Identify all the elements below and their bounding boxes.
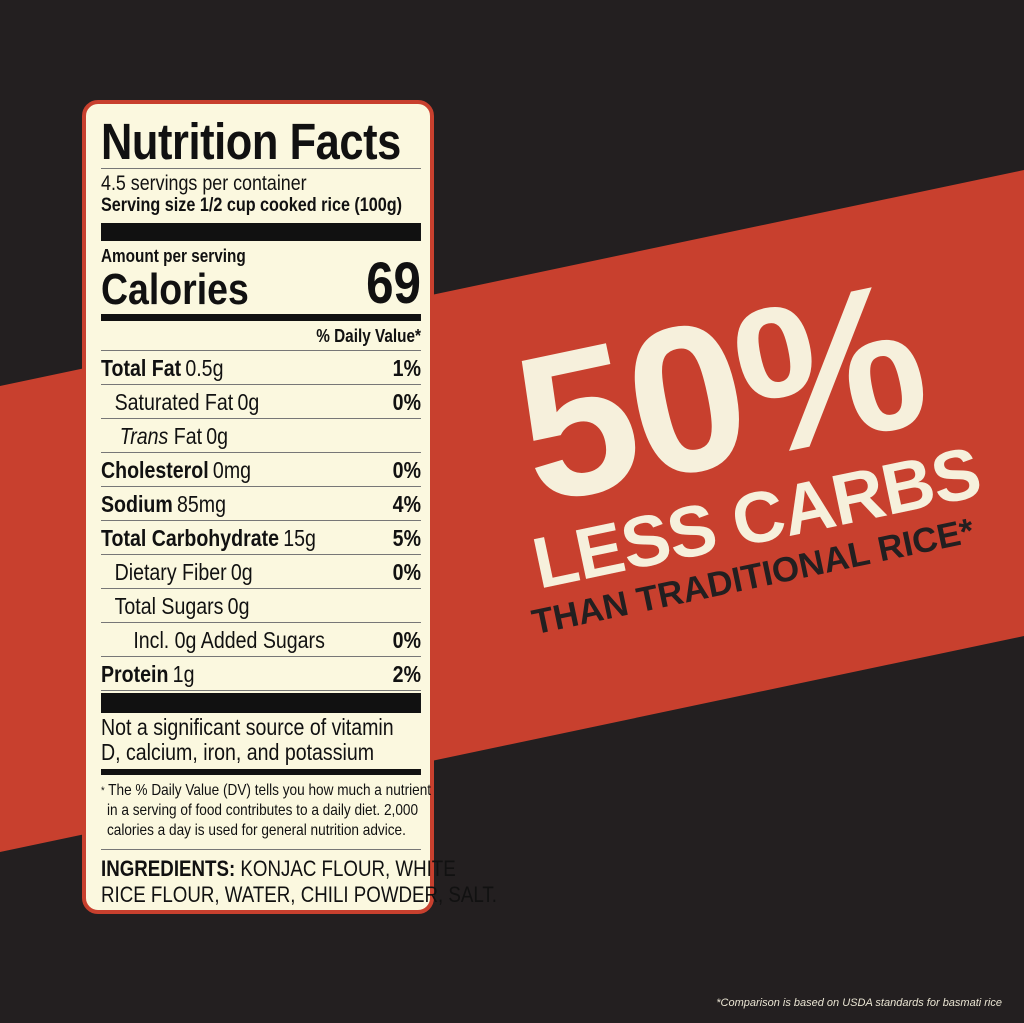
nutrient-row: Incl. 0g Added Sugars 0% (101, 623, 421, 657)
nutrient-label: Incl. 0g Added Sugars (133, 627, 329, 653)
vitamin-note-line-1: Not a significant source of vitamin (101, 714, 394, 740)
medium-divider (101, 769, 421, 775)
nutrient-label: Total Sugars 0g (115, 593, 250, 619)
nutrient-daily-value: 0% (392, 627, 421, 653)
ingredients-text-1: KONJAC FLOUR, WHITE (240, 856, 456, 881)
nutrient-name: Total Carbohydrate (101, 525, 279, 551)
nutrient-amount: 0.5g (185, 355, 224, 381)
divider (101, 168, 421, 169)
nutrient-label: Total Carbohydrate 15g (101, 525, 316, 551)
footnote-line-3: calories a day is used for general nutri… (106, 822, 406, 839)
amount-per-serving: Amount per serving (101, 246, 246, 266)
nutrient-label: Saturated Fat 0g (115, 389, 260, 415)
label-title: Nutrition Facts (101, 113, 401, 170)
comparison-disclaimer: *Comparison is based on USDA standards f… (716, 997, 1002, 1009)
medium-divider (101, 314, 421, 321)
thick-divider (101, 693, 421, 713)
nutrient-name: Protein (101, 661, 169, 687)
nutrient-name: Cholesterol (101, 457, 209, 483)
footnote-star: * (101, 785, 105, 797)
nutrient-amount: 0g (237, 389, 260, 415)
nutrient-label: Trans Fat 0g (120, 423, 228, 449)
nutrient-row: Cholesterol 0mg 0% (101, 453, 421, 487)
ingredients-line-1: INGREDIENTS: KONJAC FLOUR, WHITE (101, 856, 456, 882)
nutrient-amount: 0mg (212, 457, 252, 483)
nutrient-daily-value: 1% (392, 355, 421, 381)
footnote: * The % Daily Value (DV) tells you how m… (101, 781, 431, 801)
nutrient-daily-value: 2% (392, 661, 421, 687)
nutrient-label: Total Fat 0.5g (101, 355, 223, 381)
nutrient-name: Fat (168, 423, 203, 449)
nutrient-name: Dietary Fiber (114, 559, 227, 585)
nutrient-daily-value: 0% (392, 559, 421, 585)
daily-value-header: % Daily Value* (316, 326, 421, 346)
nutrient-daily-value: 0% (392, 457, 421, 483)
footnote-line-2: in a serving of food contributes to a da… (106, 802, 419, 819)
nutrient-name: Incl. 0g Added Sugars (133, 627, 325, 653)
vitamin-note-line-2: D, calcium, iron, and potassium (101, 739, 375, 765)
nutrient-row: Trans Fat 0g (101, 419, 421, 453)
nutrient-row: Saturated Fat 0g 0% (101, 385, 421, 419)
nutrient-daily-value: 0% (392, 389, 421, 415)
nutrient-label: Dietary Fiber 0g (115, 559, 253, 585)
ingredients-line-2: RICE FLOUR, WATER, CHILI POWDER, SALT. (101, 882, 497, 907)
nutrient-daily-value: 5% (392, 525, 421, 551)
nutrient-amount: 0g (230, 559, 253, 585)
divider (101, 849, 421, 850)
nutrient-amount: 0g (227, 593, 250, 619)
ingredients-label: INGREDIENTS: (101, 856, 236, 881)
calories-label: Calories (101, 265, 249, 314)
nutrient-row: Total Sugars 0g (101, 589, 421, 623)
divider (101, 350, 421, 351)
footnote-line-1: The % Daily Value (DV) tells you how muc… (108, 782, 432, 799)
calories-value: 69 (366, 251, 421, 316)
nutrient-row: Total Carbohydrate 15g 5% (101, 521, 421, 555)
nutrient-amount: 0g (206, 423, 229, 449)
servings-per-container: 4.5 servings per container (101, 172, 307, 195)
nutrient-label: Protein 1g (101, 661, 194, 687)
nutrient-daily-value: 4% (392, 491, 421, 517)
nutrient-row: Sodium 85mg 4% (101, 487, 421, 521)
nutrient-row: Dietary Fiber 0g 0% (101, 555, 421, 589)
nutrient-name: Sodium (101, 491, 173, 517)
nutrient-row: Total Fat 0.5g 1% (101, 351, 421, 385)
nutrient-name: Saturated Fat (114, 389, 234, 415)
nutrient-label: Cholesterol 0mg (101, 457, 251, 483)
nutrient-amount: 85mg (177, 491, 227, 517)
thick-divider (101, 223, 421, 241)
nutrient-italic-prefix: Trans (119, 423, 169, 449)
nutrition-facts-label: Nutrition Facts 4.5 servings per contain… (82, 100, 497, 914)
nutrient-name: Total Sugars (114, 593, 224, 619)
nutrient-amount: 15g (283, 525, 316, 551)
serving-size: Serving size 1/2 cup cooked rice (100g) (101, 195, 403, 216)
nutrient-label: Sodium 85mg (101, 491, 226, 517)
nutrient-row: Protein 1g 2% (101, 657, 421, 691)
nutrient-name: Total Fat (101, 355, 182, 381)
nutrient-amount: 1g (172, 661, 195, 687)
